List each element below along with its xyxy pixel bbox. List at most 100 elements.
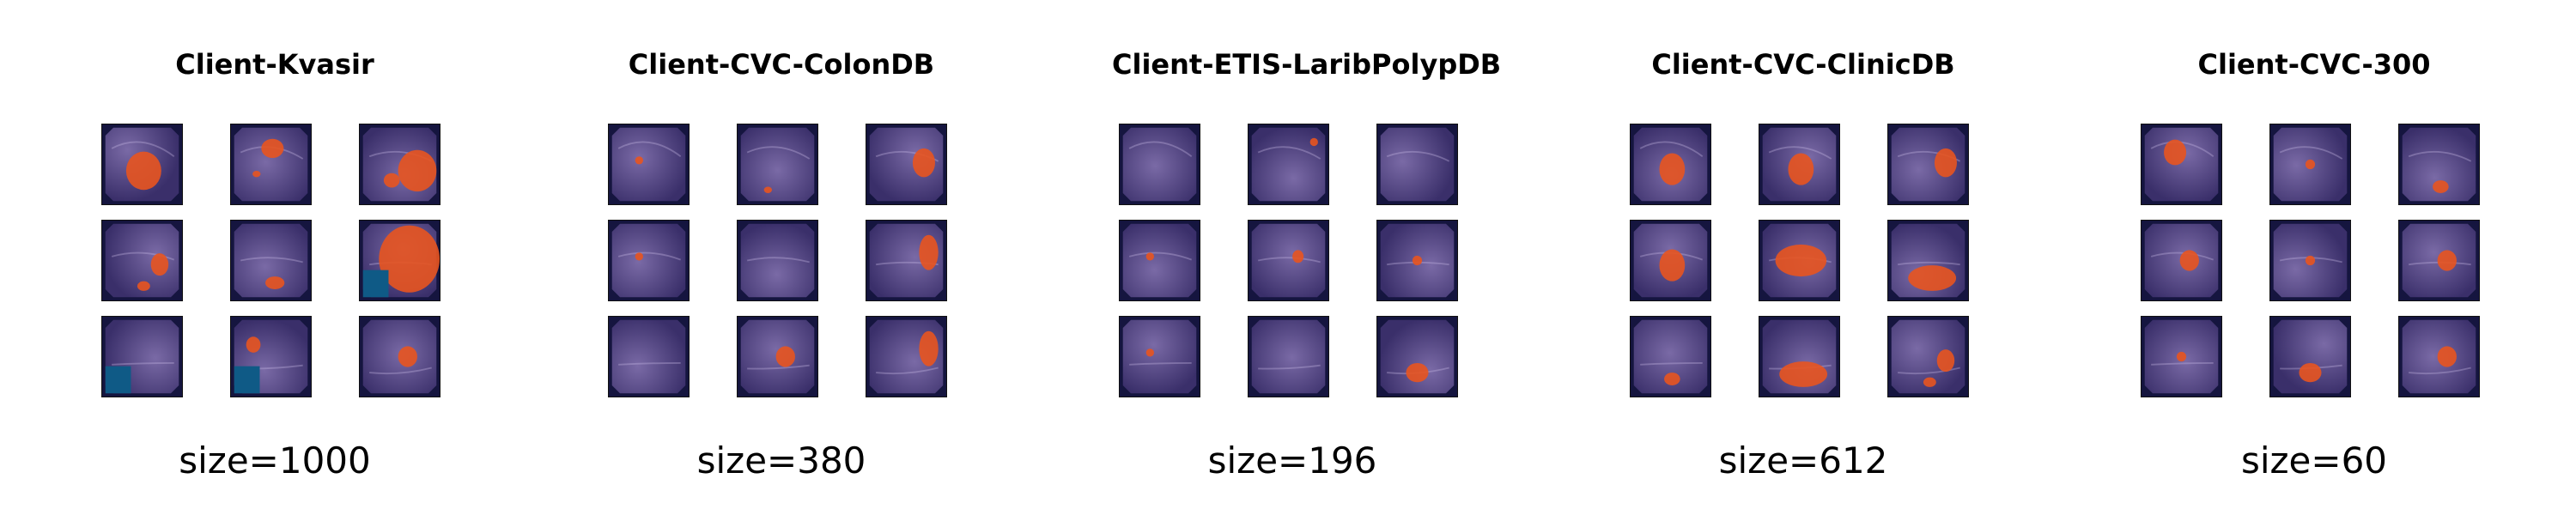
polyp-mask xyxy=(137,281,150,291)
endoscopy-image-graphic xyxy=(866,317,946,397)
endoscopy-image-graphic xyxy=(866,221,946,300)
endoscopy-image-graphic xyxy=(1759,124,1839,204)
image-grid xyxy=(1119,124,1458,397)
endoscopy-image xyxy=(1630,316,1711,397)
endoscopy-image xyxy=(1119,220,1200,301)
endoscopy-image-graphic xyxy=(2270,317,2350,397)
endoscopy-image xyxy=(2141,124,2222,205)
endoscopy-image-graphic xyxy=(2399,221,2479,300)
endoscopy-image-graphic xyxy=(1888,221,1968,300)
polyp-mask xyxy=(264,276,285,289)
client-title: Client-ETIS-LaribPolypDB xyxy=(1112,48,1502,81)
client-title: Client-Kvasir xyxy=(175,48,374,81)
polyp-mask xyxy=(1145,252,1154,261)
endoscopy-image xyxy=(2269,124,2351,205)
polyp-mask xyxy=(919,330,939,367)
colon-tissue xyxy=(1251,223,1326,298)
endoscopy-image xyxy=(608,124,690,205)
tissue-fold xyxy=(617,141,682,157)
polyp-mask xyxy=(1145,348,1154,357)
colon-tissue xyxy=(1122,127,1197,202)
endoscopy-image-graphic xyxy=(1120,124,1200,204)
polyp-mask xyxy=(2305,159,2316,170)
endoscopy-image xyxy=(866,316,947,397)
tissue-fold xyxy=(746,146,811,160)
endoscopy-image xyxy=(2269,316,2351,397)
client-size-label: size=612 xyxy=(1718,439,1888,482)
colon-tissue xyxy=(611,319,686,394)
endoscopy-image xyxy=(230,316,312,397)
endoscopy-image-graphic xyxy=(1888,317,1968,397)
polyp-mask xyxy=(1934,148,1957,178)
polyp-mask xyxy=(1923,377,1936,387)
endoscopy-image xyxy=(1376,124,1458,205)
endoscopy-image xyxy=(1119,316,1200,397)
tissue-fold xyxy=(111,141,175,157)
client-title: Client-CVC-300 xyxy=(2197,48,2431,81)
colon-tissue xyxy=(2144,127,2219,202)
endoscopy-image-graphic xyxy=(1249,221,1328,300)
tissue-fold xyxy=(876,367,939,375)
colon-tissue xyxy=(1380,127,1455,202)
endoscopy-image-graphic xyxy=(609,317,689,397)
colon-tissue xyxy=(1251,127,1326,202)
polyp-mask xyxy=(383,173,400,188)
tissue-fold xyxy=(1639,141,1704,157)
tissue-fold xyxy=(618,362,681,366)
endoscopy-image-graphic xyxy=(2399,124,2479,204)
polyp-mask xyxy=(2164,139,2187,166)
endoscopy-image xyxy=(101,316,183,397)
tissue-fold xyxy=(1129,362,1192,366)
client-panel: Client-Kvasir size=1000 xyxy=(94,0,455,515)
tissue-fold xyxy=(746,257,810,264)
endoscopy-image-graphic xyxy=(1759,221,1839,300)
info-overlay-box xyxy=(234,366,260,394)
colon-tissue xyxy=(1122,319,1197,394)
colon-tissue xyxy=(1891,319,1965,394)
endoscopy-image xyxy=(359,124,440,205)
client-size-label: size=196 xyxy=(1207,439,1377,482)
endoscopy-image-graphic xyxy=(1249,124,1328,204)
endoscopy-image xyxy=(1376,220,1458,301)
endoscopy-image-graphic xyxy=(2270,221,2350,300)
polyp-mask xyxy=(2305,255,2316,266)
polyp-mask xyxy=(1779,361,1828,387)
image-grid xyxy=(2141,124,2480,397)
tissue-fold xyxy=(1257,146,1321,160)
polyp-mask xyxy=(1936,349,1955,373)
image-grid xyxy=(101,124,440,397)
polyp-mask xyxy=(1659,153,1686,185)
endoscopy-image xyxy=(866,124,947,205)
client-size-label: size=380 xyxy=(696,439,866,482)
endoscopy-image xyxy=(1248,220,1329,301)
info-overlay-box xyxy=(105,366,131,394)
endoscopy-image-graphic xyxy=(102,221,182,300)
tissue-fold xyxy=(1640,362,1703,366)
endoscopy-image xyxy=(101,220,183,301)
tissue-fold xyxy=(1128,141,1193,157)
colon-tissue xyxy=(234,127,308,202)
tissue-fold xyxy=(617,251,682,261)
endoscopy-image xyxy=(1248,316,1329,397)
endoscopy-image-graphic xyxy=(102,124,182,204)
endoscopy-image xyxy=(608,220,690,301)
tissue-fold xyxy=(369,367,432,375)
endoscopy-image xyxy=(230,124,312,205)
tissue-fold xyxy=(111,251,175,261)
tissue-fold xyxy=(1768,146,1832,160)
endoscopy-image xyxy=(1248,124,1329,205)
tissue-fold xyxy=(2408,150,2472,162)
endoscopy-image xyxy=(737,220,818,301)
polyp-mask xyxy=(1775,244,1827,277)
endoscopy-image xyxy=(1759,316,1840,397)
endoscopy-image xyxy=(1887,316,1969,397)
colon-tissue xyxy=(1633,319,1708,394)
info-overlay-box xyxy=(362,270,389,298)
polyp-mask xyxy=(635,156,643,165)
endoscopy-image-graphic xyxy=(231,317,311,397)
endoscopy-image xyxy=(2141,316,2222,397)
endoscopy-image-graphic xyxy=(2142,124,2221,204)
endoscopy-image xyxy=(2398,316,2480,397)
tissue-fold xyxy=(2151,362,2214,366)
colon-tissue xyxy=(1380,319,1455,394)
